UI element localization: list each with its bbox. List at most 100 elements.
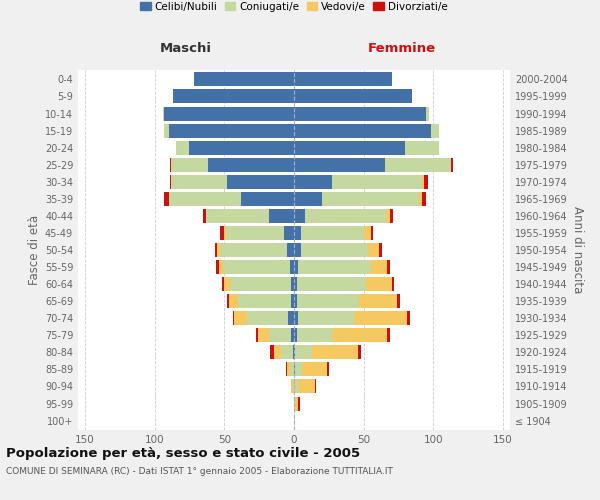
- Bar: [390, 209, 393, 223]
- Bar: [271, 346, 274, 360]
- Bar: [287, 362, 290, 376]
- Bar: [294, 380, 298, 394]
- Bar: [332, 328, 388, 342]
- Bar: [305, 209, 386, 223]
- Bar: [298, 312, 354, 325]
- Bar: [294, 140, 406, 154]
- Bar: [419, 192, 422, 206]
- Bar: [294, 209, 305, 223]
- Bar: [217, 243, 220, 257]
- Bar: [206, 209, 269, 223]
- Bar: [379, 243, 382, 257]
- Bar: [312, 346, 358, 360]
- Text: Popolazione per età, sesso e stato civile - 2005: Popolazione per età, sesso e stato civil…: [6, 448, 360, 460]
- Bar: [238, 294, 291, 308]
- Bar: [164, 192, 169, 206]
- Bar: [294, 90, 412, 104]
- Bar: [220, 226, 224, 240]
- Bar: [170, 158, 172, 172]
- Text: Femmine: Femmine: [368, 42, 436, 55]
- Bar: [298, 260, 371, 274]
- Bar: [295, 346, 312, 360]
- Bar: [388, 328, 390, 342]
- Bar: [294, 294, 297, 308]
- Bar: [164, 106, 294, 120]
- Bar: [293, 346, 294, 360]
- Bar: [301, 243, 368, 257]
- Bar: [287, 243, 294, 257]
- Bar: [294, 346, 295, 360]
- Bar: [291, 328, 294, 342]
- Bar: [397, 294, 400, 308]
- Bar: [368, 243, 379, 257]
- Bar: [290, 362, 294, 376]
- Bar: [274, 346, 281, 360]
- Bar: [322, 192, 419, 206]
- Bar: [286, 362, 287, 376]
- Bar: [294, 72, 392, 86]
- Bar: [451, 158, 453, 172]
- Bar: [291, 294, 294, 308]
- Bar: [422, 192, 427, 206]
- Bar: [294, 260, 298, 274]
- Bar: [293, 380, 294, 394]
- Bar: [427, 106, 429, 120]
- Legend: Celibi/Nubili, Coniugati/e, Vedovi/e, Divorziati/e: Celibi/Nubili, Coniugati/e, Vedovi/e, Di…: [138, 0, 450, 14]
- Bar: [359, 294, 397, 308]
- Bar: [364, 226, 371, 240]
- Bar: [328, 362, 329, 376]
- Bar: [234, 312, 247, 325]
- Bar: [233, 312, 234, 325]
- Bar: [229, 294, 238, 308]
- Bar: [170, 175, 172, 188]
- Text: Maschi: Maschi: [160, 42, 212, 55]
- Bar: [208, 158, 294, 172]
- Y-axis label: Anni di nascita: Anni di nascita: [571, 206, 584, 294]
- Bar: [297, 328, 332, 342]
- Bar: [269, 328, 291, 342]
- Bar: [172, 158, 208, 172]
- Bar: [297, 294, 359, 308]
- Bar: [301, 226, 364, 240]
- Bar: [223, 260, 290, 274]
- Bar: [291, 380, 293, 394]
- Bar: [194, 72, 294, 86]
- Bar: [256, 328, 258, 342]
- Bar: [172, 175, 227, 188]
- Bar: [289, 312, 294, 325]
- Bar: [163, 106, 164, 120]
- Bar: [371, 226, 373, 240]
- Bar: [407, 312, 410, 325]
- Bar: [294, 192, 322, 206]
- Bar: [392, 277, 394, 291]
- Bar: [294, 396, 295, 410]
- Bar: [388, 260, 390, 274]
- Bar: [230, 277, 291, 291]
- Bar: [216, 260, 219, 274]
- Bar: [227, 175, 294, 188]
- Bar: [258, 328, 269, 342]
- Bar: [221, 277, 224, 291]
- Bar: [169, 192, 241, 206]
- Bar: [173, 90, 294, 104]
- Bar: [247, 312, 289, 325]
- Bar: [290, 260, 294, 274]
- Bar: [431, 124, 439, 138]
- Bar: [220, 243, 287, 257]
- Bar: [219, 260, 223, 274]
- Bar: [315, 380, 316, 394]
- Bar: [294, 106, 427, 120]
- Bar: [385, 158, 451, 172]
- Bar: [176, 140, 190, 154]
- Bar: [269, 209, 294, 223]
- Bar: [294, 226, 301, 240]
- Bar: [226, 226, 284, 240]
- Bar: [224, 226, 226, 240]
- Bar: [406, 140, 439, 154]
- Bar: [371, 260, 388, 274]
- Bar: [295, 396, 298, 410]
- Bar: [284, 226, 294, 240]
- Bar: [358, 346, 361, 360]
- Bar: [297, 277, 367, 291]
- Bar: [294, 243, 301, 257]
